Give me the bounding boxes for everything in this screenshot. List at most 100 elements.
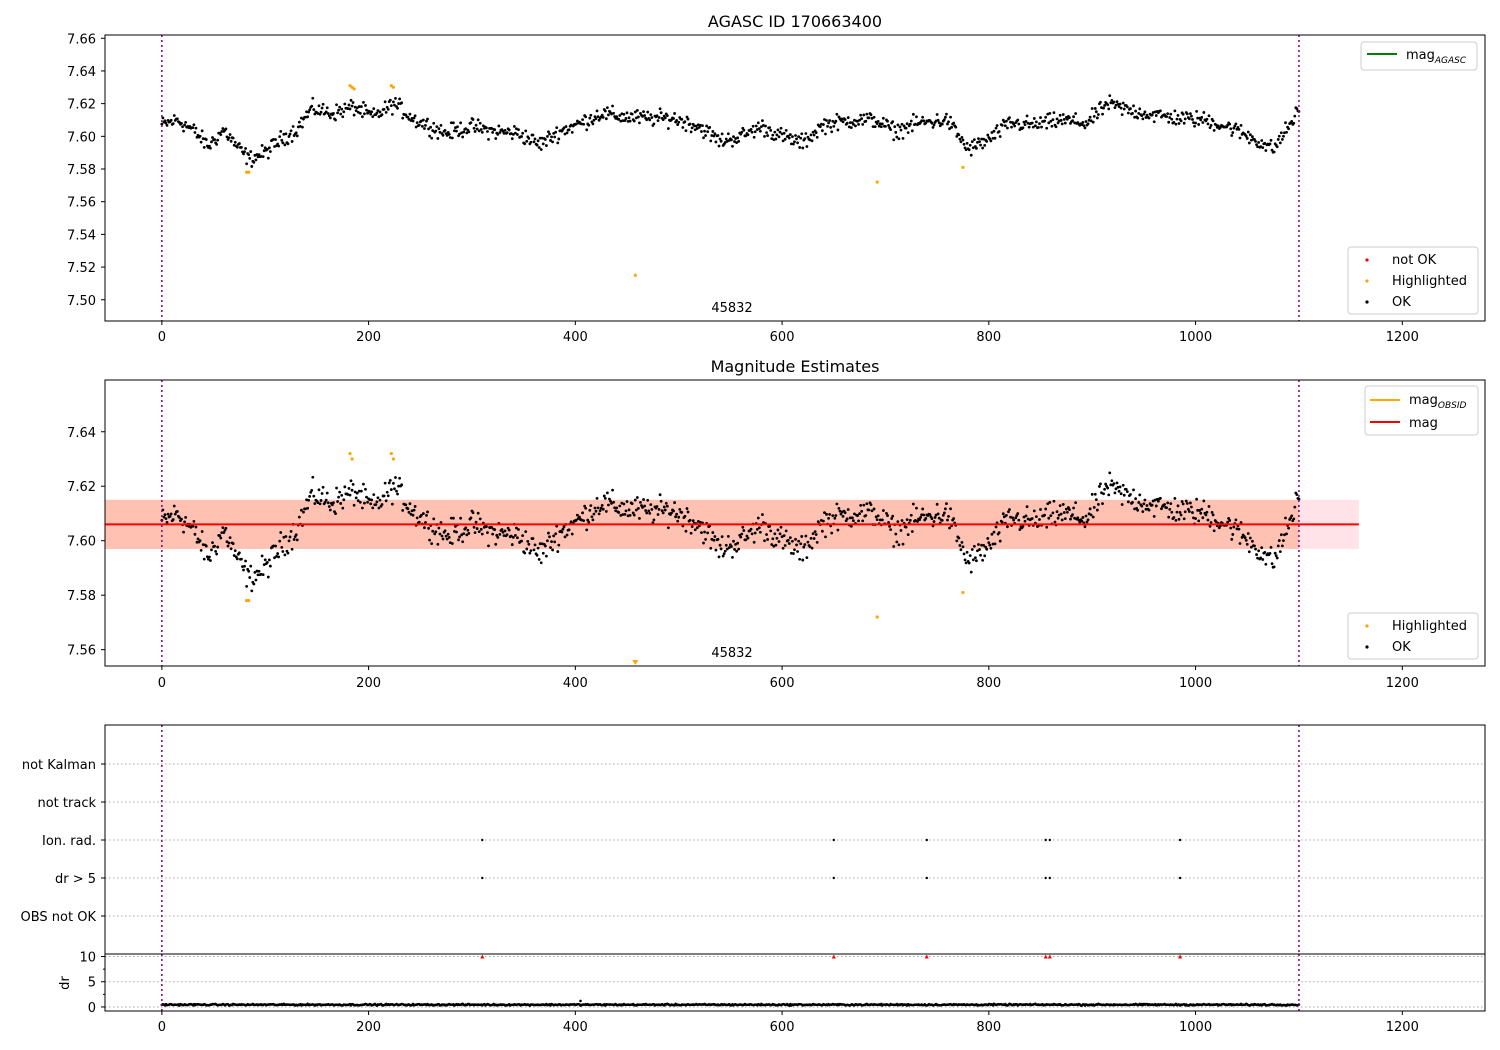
ok-point — [850, 516, 854, 520]
x-tick-label: 400 — [563, 676, 588, 691]
ok-point — [744, 134, 748, 138]
ok-point — [363, 501, 366, 505]
x-tick-label: 200 — [356, 330, 381, 345]
ok-point — [449, 516, 453, 520]
ok-point — [726, 132, 730, 136]
dr-clipped-marker — [831, 954, 836, 959]
ok-point — [533, 137, 537, 141]
ok-point — [1043, 513, 1047, 517]
ok-point — [1255, 553, 1258, 556]
ok-point — [244, 559, 247, 563]
ok-point — [564, 125, 568, 128]
ok-point — [1043, 119, 1047, 123]
ok-point — [1176, 504, 1180, 508]
ok-point — [993, 542, 997, 546]
ok-point — [476, 118, 480, 122]
ok-point — [398, 97, 402, 101]
ok-point — [858, 512, 862, 516]
ok-point — [411, 119, 415, 123]
ok-point — [862, 503, 866, 507]
ok-point — [1112, 482, 1116, 486]
ok-point — [892, 138, 896, 142]
ok-point — [371, 115, 375, 119]
ok-point — [423, 526, 426, 530]
ok-point — [784, 529, 788, 533]
ok-point — [990, 532, 994, 536]
x-tick-label: 1000 — [1179, 330, 1212, 345]
ok-point — [864, 514, 868, 517]
ok-point — [732, 539, 735, 543]
ok-point — [227, 136, 231, 140]
ok-point — [758, 129, 762, 133]
ok-point — [227, 541, 231, 545]
ok-point — [219, 536, 223, 540]
ok-point — [434, 129, 438, 133]
ok-point — [994, 126, 998, 130]
panel2-y-axis: 7.567.587.607.627.64 — [67, 426, 105, 659]
ok-point — [834, 119, 838, 123]
ok-point — [233, 140, 237, 144]
ok-point — [352, 113, 356, 117]
ok-point — [1006, 525, 1009, 529]
ok-point — [706, 531, 710, 535]
ok-point — [1181, 112, 1185, 116]
ok-point — [487, 138, 490, 141]
ok-point — [1144, 507, 1148, 511]
ok-point — [946, 518, 949, 522]
ok-point — [656, 513, 660, 516]
ok-point — [1244, 134, 1248, 138]
ok-point — [524, 530, 528, 534]
ok-point — [627, 116, 631, 120]
ok-point — [922, 513, 926, 517]
ok-point — [703, 530, 706, 534]
ok-point — [1137, 501, 1141, 504]
ok-point — [774, 543, 778, 547]
ok-point — [967, 561, 971, 565]
ok-point — [472, 525, 476, 529]
ok-point — [856, 514, 859, 518]
ok-point — [1049, 119, 1053, 123]
ok-point — [945, 502, 948, 506]
ok-point — [541, 142, 545, 146]
ok-point — [243, 150, 246, 154]
flag-point — [832, 838, 835, 842]
ok-point — [621, 513, 625, 516]
ok-point — [430, 542, 434, 546]
ok-point — [479, 128, 483, 131]
ok-point — [338, 490, 342, 494]
ok-point — [798, 557, 802, 561]
ok-point — [280, 138, 284, 142]
ok-point — [222, 531, 226, 534]
ok-point — [412, 116, 416, 120]
ok-point — [306, 115, 310, 119]
ok-point — [192, 123, 196, 127]
ok-point — [645, 511, 649, 515]
ok-point — [401, 508, 405, 512]
ok-point — [1023, 519, 1027, 523]
ok-point — [287, 135, 291, 138]
ok-point — [784, 129, 788, 132]
ok-point — [341, 506, 345, 510]
ok-point — [1201, 516, 1205, 520]
ok-point — [858, 118, 862, 122]
y-tick-label: 7.64 — [67, 65, 96, 80]
ok-point — [832, 124, 836, 128]
ok-point — [592, 512, 596, 516]
ok-point — [1081, 120, 1085, 124]
ok-point — [1037, 125, 1040, 129]
ok-point — [337, 495, 341, 499]
ok-point — [438, 532, 442, 536]
ok-point — [397, 102, 400, 105]
ok-point — [215, 142, 219, 146]
ok-point — [413, 114, 417, 118]
legend-mag-obsid-sub: OBSID — [1438, 401, 1467, 411]
ok-point — [1004, 119, 1008, 123]
ok-point — [643, 504, 646, 508]
ok-point — [1083, 525, 1087, 529]
ok-point — [942, 511, 946, 515]
ok-point — [389, 104, 393, 108]
ok-point — [1248, 536, 1252, 540]
ok-point — [830, 130, 834, 134]
panel1-legend-upper: magAGASC — [1360, 41, 1478, 71]
ok-point — [383, 481, 387, 485]
